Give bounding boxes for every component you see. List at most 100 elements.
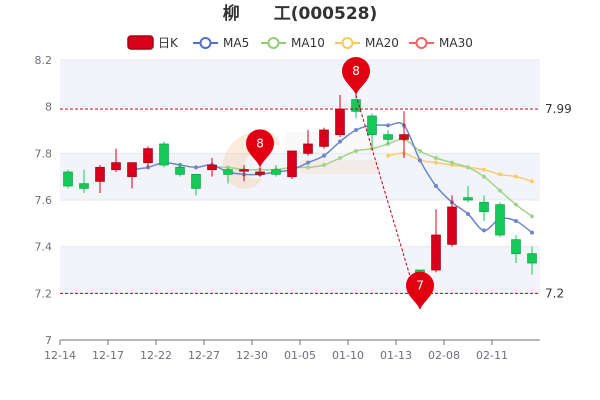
- candle[interactable]: [351, 92, 361, 119]
- candle[interactable]: [479, 195, 489, 221]
- ma10-line-point: [514, 202, 518, 207]
- candle[interactable]: [223, 167, 233, 184]
- price-marker-pin[interactable]: 8: [342, 57, 370, 95]
- candle-body: [335, 108, 345, 136]
- x-tick-label: 12-22: [140, 349, 172, 362]
- y-tick-label: 8: [45, 101, 52, 114]
- candle-body: [175, 166, 185, 175]
- candle-body: [79, 183, 89, 189]
- background-band: [60, 246, 540, 294]
- legend-label-ma20: MA20: [365, 36, 399, 50]
- candle[interactable]: [255, 167, 265, 177]
- legend-item-ma30[interactable]: MA30: [409, 36, 473, 50]
- chart-title: 柳 工(000528): [223, 3, 378, 24]
- legend-candle-icon: [127, 35, 154, 50]
- candles: [63, 92, 537, 308]
- x-tick-label: 02-11: [476, 349, 508, 362]
- plot-area: 7.99 7.2 8 8 7: [60, 57, 572, 341]
- candle[interactable]: [191, 173, 201, 196]
- candle[interactable]: [239, 165, 249, 182]
- legend-item-daily-k[interactable]: 日K: [127, 35, 179, 50]
- candle-body: [479, 201, 489, 213]
- candle-body: [431, 234, 441, 271]
- y-axis: 7 7.2 7.4 7.6 7.8 8 8.2: [35, 54, 53, 347]
- ma5-line-point: [482, 228, 486, 233]
- candle[interactable]: [367, 113, 377, 149]
- candle[interactable]: [79, 169, 89, 193]
- candle-body: [255, 171, 265, 175]
- x-tick-label: 01-13: [380, 349, 412, 362]
- candle[interactable]: [127, 162, 137, 189]
- ma5-line-point: [354, 128, 358, 132]
- reference-lines: 7.99 7.2: [60, 102, 572, 300]
- candle-body: [463, 197, 473, 201]
- candle-body: [511, 239, 521, 255]
- price-marker-pin[interactable]: 8: [246, 129, 274, 168]
- legend-ma10-icon: [267, 37, 280, 49]
- candle-body: [223, 169, 233, 175]
- y-tick-label: 7.2: [35, 287, 53, 300]
- ma5-line-point: [306, 160, 310, 165]
- candle[interactable]: [463, 186, 473, 203]
- ma20-line-point: [482, 167, 486, 172]
- candle[interactable]: [511, 235, 521, 263]
- ma5-line-point: [434, 184, 438, 188]
- candle[interactable]: [287, 150, 297, 179]
- ma5-line-point: [514, 219, 518, 223]
- candle[interactable]: [271, 165, 281, 177]
- legend-ma30-icon: [415, 37, 428, 49]
- candle-body: [319, 129, 329, 147]
- candle-body: [367, 115, 377, 136]
- ma10-line-point: [338, 156, 342, 160]
- legend-item-ma10[interactable]: MA10: [261, 36, 325, 50]
- ma5-line-point: [530, 230, 534, 235]
- candle[interactable]: [143, 146, 153, 168]
- ma20-line-point: [434, 160, 438, 165]
- candle[interactable]: [303, 130, 313, 156]
- y-tick-label: 7.6: [35, 194, 53, 207]
- candle[interactable]: [207, 158, 217, 177]
- legend-item-ma5[interactable]: MA5: [193, 36, 249, 50]
- candle-body: [447, 206, 457, 245]
- candle[interactable]: [175, 162, 185, 177]
- candle-body: [351, 99, 361, 112]
- legend-ma20-icon: [341, 37, 354, 49]
- legend-item-ma20[interactable]: MA20: [335, 36, 399, 50]
- ma5-line-point: [338, 139, 342, 144]
- legend: 日K MA5 MA10 MA20 MA30: [127, 35, 473, 50]
- ma20-line-point: [530, 179, 534, 184]
- candle[interactable]: [527, 246, 537, 275]
- candle-body: [527, 253, 537, 264]
- ma5-line-point: [194, 165, 198, 170]
- candle-body: [495, 204, 505, 236]
- ma10-line-point: [498, 188, 502, 193]
- candle[interactable]: [399, 111, 409, 158]
- candle[interactable]: [495, 202, 505, 238]
- candle-body: [95, 166, 105, 182]
- price-marker-pin[interactable]: 7: [406, 271, 434, 310]
- x-tick-label: 12-17: [92, 349, 124, 362]
- candle[interactable]: [159, 141, 169, 168]
- legend-label-daily-k: 日K: [158, 36, 179, 50]
- candle[interactable]: [95, 165, 105, 193]
- candle-body: [127, 162, 137, 178]
- candle[interactable]: [319, 127, 329, 149]
- candle[interactable]: [111, 148, 121, 172]
- ma20-line-point: [514, 174, 518, 179]
- y-tick-label: 7.8: [35, 147, 53, 160]
- ma5-line-point: [386, 123, 390, 128]
- background-band: [60, 293, 540, 340]
- legend-label-ma30: MA30: [439, 36, 473, 50]
- background-band: [60, 153, 540, 200]
- ma5-line-point: [466, 212, 470, 216]
- x-tick-label: 01-05: [284, 349, 316, 362]
- reference-line-label: 7.99: [545, 102, 572, 116]
- candle[interactable]: [383, 130, 393, 144]
- background-band: [60, 60, 540, 107]
- candle[interactable]: [63, 169, 73, 189]
- ma20-line-point: [386, 153, 390, 158]
- candle[interactable]: [447, 195, 457, 247]
- ma10-line-point: [466, 165, 470, 170]
- candle[interactable]: [431, 209, 441, 273]
